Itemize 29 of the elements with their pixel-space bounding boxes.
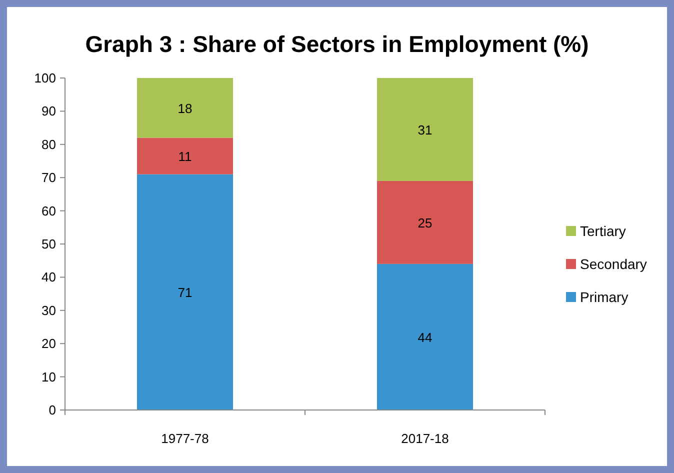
data-label: 71 [178, 285, 192, 300]
y-tick-label: 70 [42, 170, 56, 186]
x-tick-label: 1977-78 [161, 431, 209, 446]
data-label: 44 [418, 330, 432, 345]
bar [377, 78, 473, 181]
bar [377, 180, 473, 264]
y-tick-label: 0 [48, 402, 56, 418]
bar [377, 264, 473, 410]
y-tick-label: 100 [34, 70, 56, 86]
bar [137, 138, 233, 174]
legend-label: Secondary [580, 256, 647, 272]
y-tick-label: 30 [42, 302, 56, 318]
legend-label: Tertiary [580, 223, 626, 239]
data-label: 18 [178, 100, 192, 116]
data-label: 31 [418, 122, 432, 138]
data-label: 11 [178, 149, 192, 164]
y-tick-label: 40 [42, 270, 56, 285]
bar [137, 174, 233, 410]
y-tick-label: 90 [42, 104, 56, 119]
bar [137, 78, 233, 138]
data-label: 25 [418, 215, 432, 230]
y-tick-label: 20 [42, 336, 56, 352]
y-tick-label: 10 [42, 369, 56, 384]
x-tick-label: 2017-18 [401, 431, 449, 446]
legend-label: Primary [580, 289, 628, 305]
chart-title: Graph 3 : Share of Sectors in Employment (%) [85, 31, 589, 57]
y-tick-label: 80 [42, 136, 56, 152]
y-tick-label: 50 [42, 236, 56, 252]
y-tick-label: 60 [42, 203, 56, 218]
